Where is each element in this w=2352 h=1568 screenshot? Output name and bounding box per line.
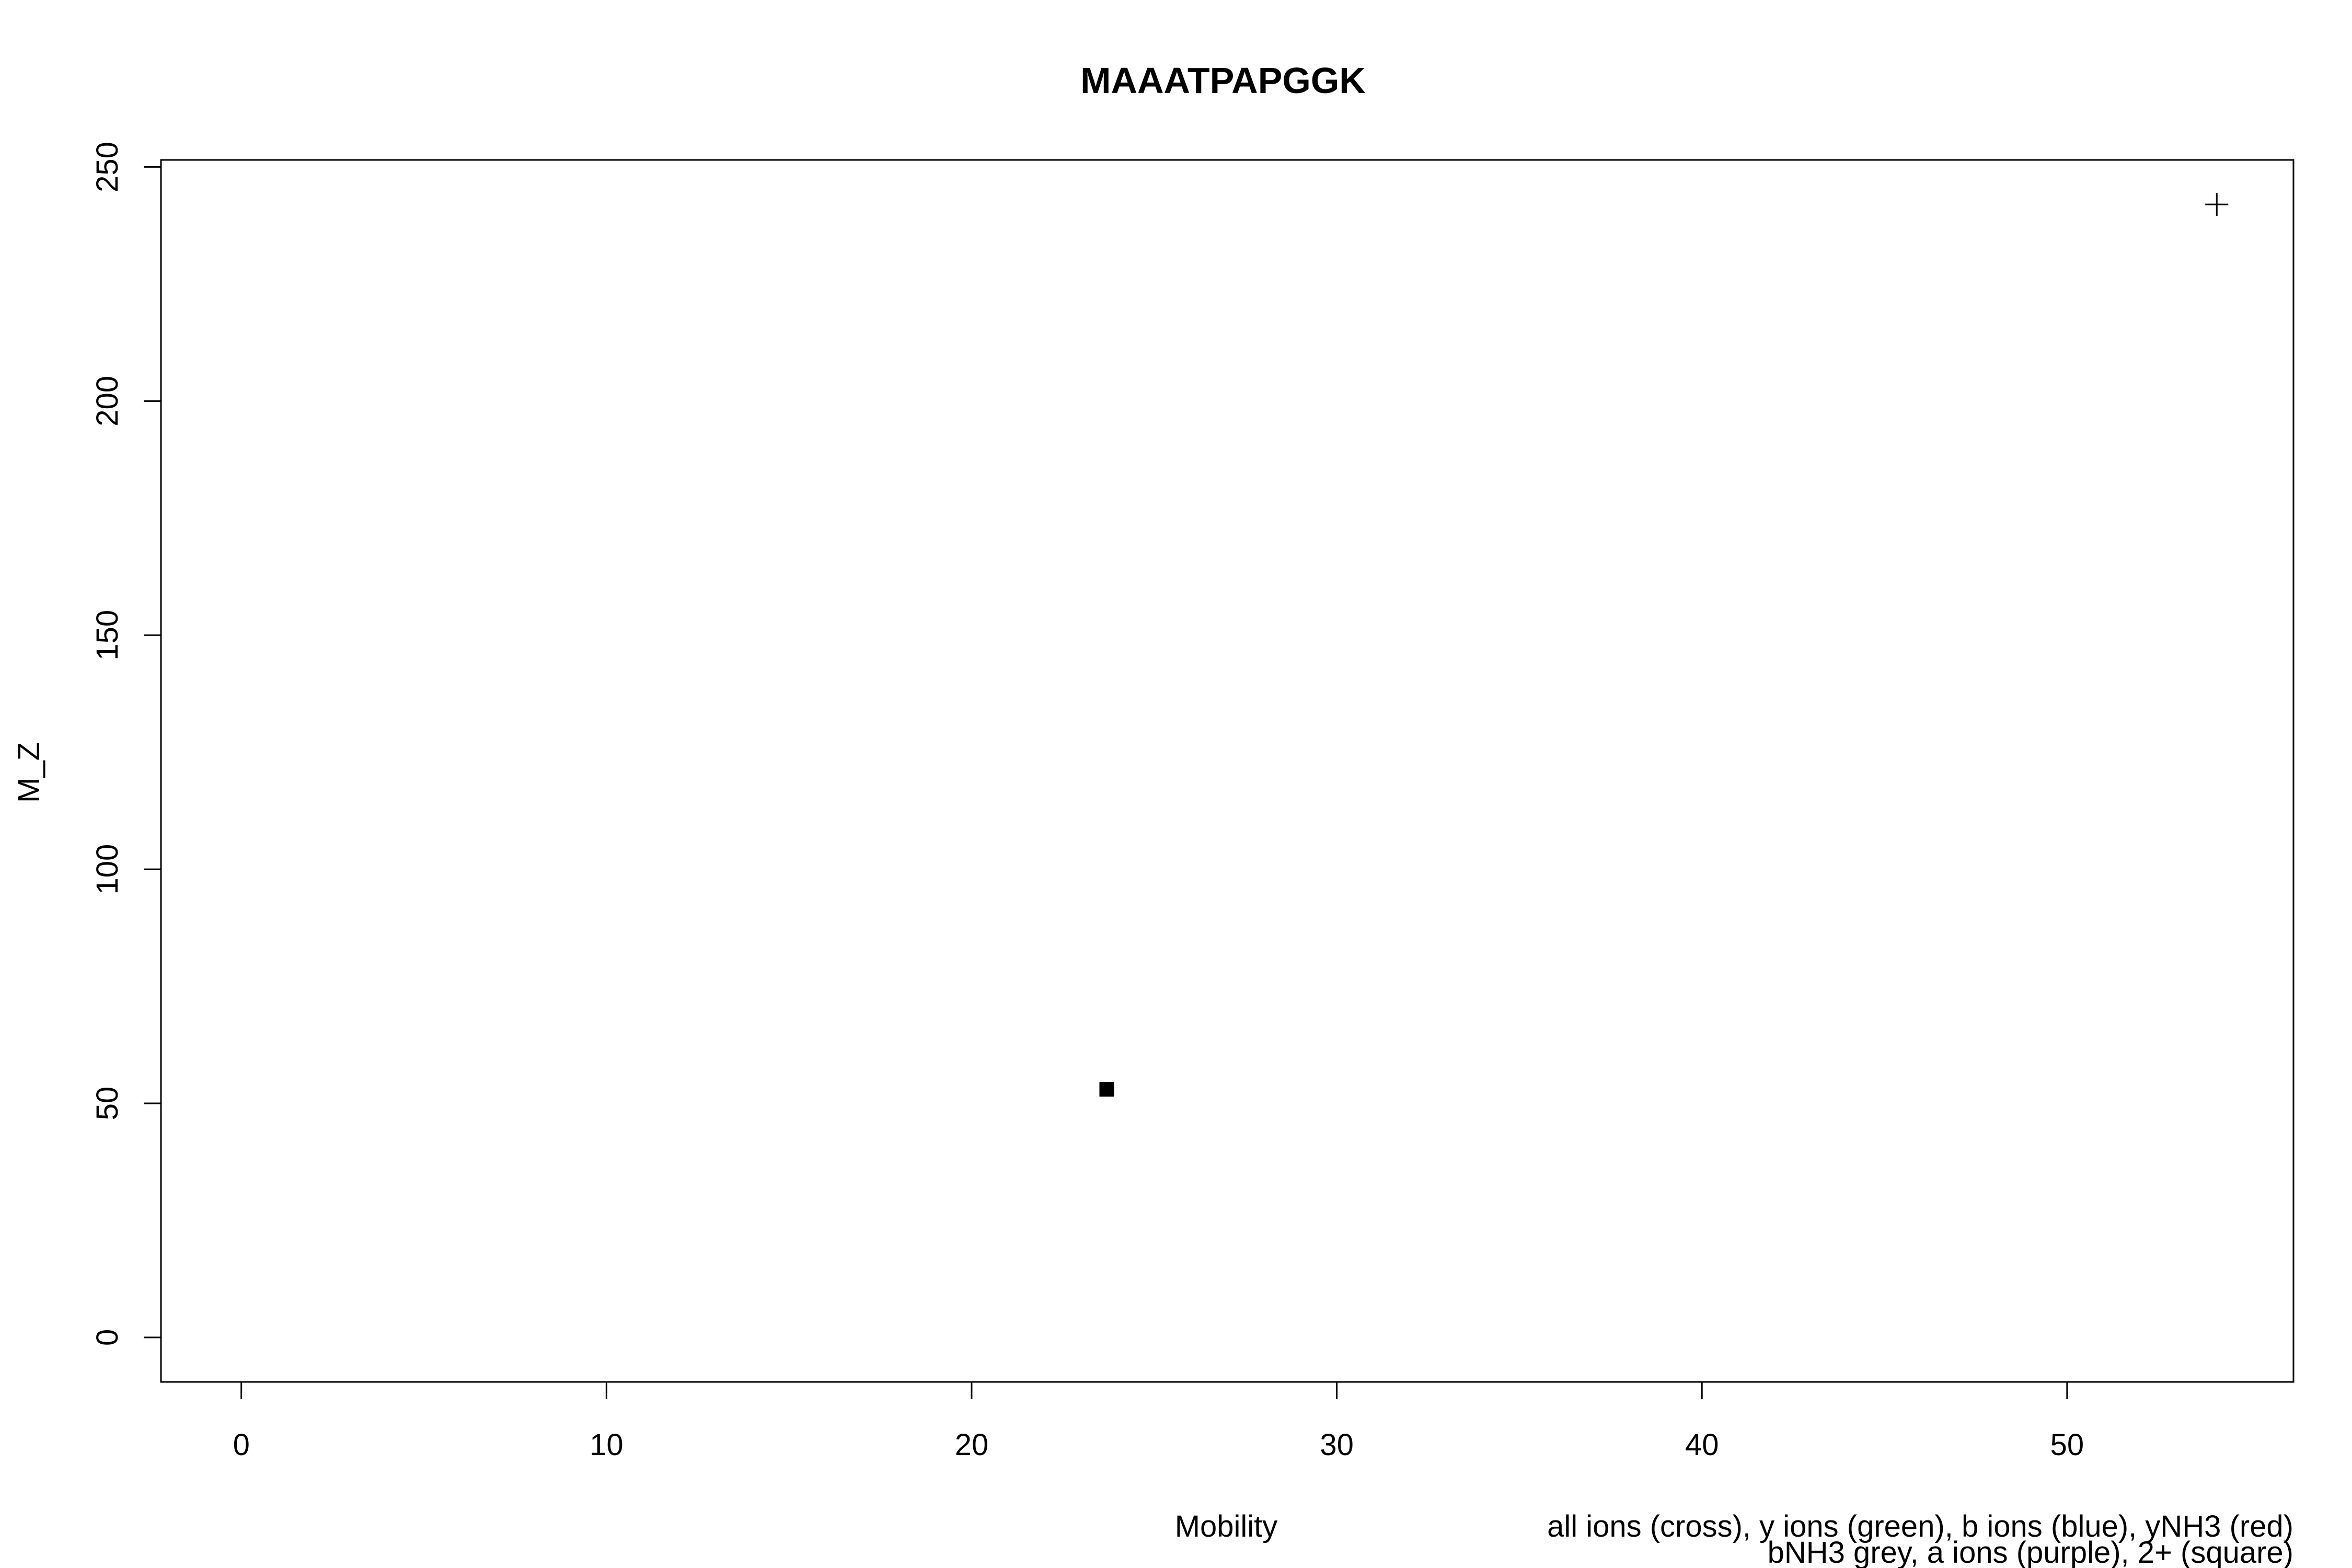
x-tick-label: 10 — [590, 1428, 624, 1462]
x-tick-label: 50 — [2050, 1428, 2084, 1462]
x-tick-label: 40 — [1685, 1428, 1719, 1462]
legend-note-line-2: bNH3 grey, a ions (purple), 2+ (square) — [1768, 1536, 2293, 1568]
y-tick-label: 0 — [90, 1329, 124, 1346]
y-axis-ticks: 0 50 100 150 200 250 — [90, 142, 161, 1346]
x-tick-label: 20 — [955, 1428, 989, 1462]
y-axis-label: M_Z — [12, 742, 46, 803]
plot-frame — [160, 159, 2295, 1383]
x-axis-ticks: 0 10 20 30 40 50 — [233, 1382, 2084, 1462]
y-tick-label: 250 — [90, 142, 124, 192]
square-point — [1099, 1082, 1114, 1097]
chart-title: MAAATPAPGGK — [1080, 60, 1366, 101]
x-tick-label: 30 — [1320, 1428, 1354, 1462]
y-tick-label: 50 — [90, 1087, 124, 1121]
y-tick-label: 100 — [90, 844, 124, 895]
x-axis-label: Mobility — [1175, 1509, 1278, 1543]
legend-note-line-1: all ions (cross), y ions (green), b ions… — [1547, 1509, 2293, 1543]
x-tick-label: 0 — [233, 1428, 250, 1462]
y-tick-label: 200 — [90, 376, 124, 426]
y-tick-label: 150 — [90, 610, 124, 661]
data-points — [1099, 193, 2229, 1097]
cross-point — [2205, 193, 2229, 216]
